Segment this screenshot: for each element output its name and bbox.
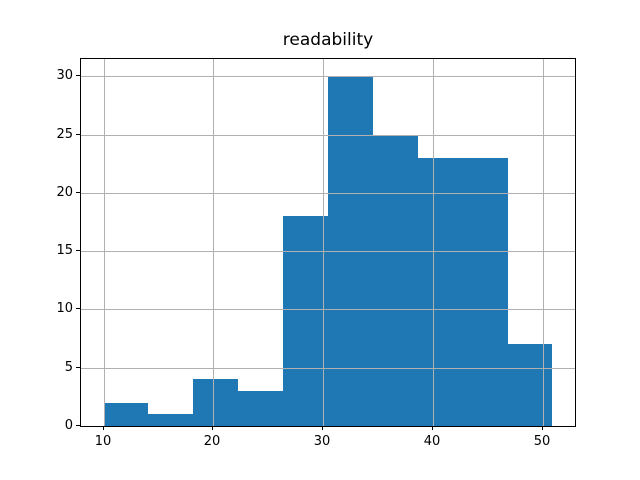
- plot-area: [80, 58, 576, 427]
- y-tick-mark: [76, 192, 80, 193]
- gridline-x: [543, 59, 544, 426]
- y-tick-label: 25: [56, 127, 73, 142]
- x-tick-label: 30: [313, 434, 331, 449]
- histogram-bar: [104, 403, 148, 426]
- gridline-y: [81, 368, 575, 369]
- y-tick-label: 15: [56, 243, 73, 258]
- y-tick-mark: [76, 250, 80, 251]
- x-tick-mark: [212, 426, 213, 430]
- gridline-y: [81, 251, 575, 252]
- histogram-bar: [418, 158, 463, 426]
- x-tick-mark: [432, 426, 433, 430]
- x-tick-label: 50: [533, 434, 551, 449]
- y-tick-mark: [76, 134, 80, 135]
- y-tick-label: 30: [56, 68, 73, 83]
- y-tick-label: 10: [56, 301, 73, 316]
- gridline-x: [104, 59, 105, 426]
- histogram-bar: [193, 379, 238, 426]
- y-tick-label: 20: [56, 185, 73, 200]
- x-tick-mark: [542, 426, 543, 430]
- histogram-bar: [283, 216, 328, 426]
- x-tick-mark: [322, 426, 323, 430]
- y-tick-mark: [76, 75, 80, 76]
- histogram-bar: [238, 391, 283, 426]
- y-tick-mark: [76, 425, 80, 426]
- gridline-x: [323, 59, 324, 426]
- histogram-bar: [463, 158, 508, 426]
- gridline-x: [433, 59, 434, 426]
- gridline-y: [81, 309, 575, 310]
- y-tick-label: 0: [64, 418, 73, 433]
- chart-title: readability: [282, 30, 374, 50]
- gridline-y: [81, 76, 575, 77]
- gridline-y: [81, 135, 575, 136]
- x-tick-label: 10: [94, 434, 112, 449]
- y-tick-mark: [76, 367, 80, 368]
- y-tick-label: 5: [64, 360, 73, 375]
- gridline-x: [213, 59, 214, 426]
- x-tick-label: 20: [203, 434, 221, 449]
- histogram-bar: [373, 135, 418, 426]
- x-tick-label: 40: [423, 434, 441, 449]
- histogram-bar: [508, 344, 552, 426]
- x-tick-mark: [103, 426, 104, 430]
- gridline-y: [81, 193, 575, 194]
- y-tick-mark: [76, 308, 80, 309]
- histogram-bar: [148, 414, 193, 426]
